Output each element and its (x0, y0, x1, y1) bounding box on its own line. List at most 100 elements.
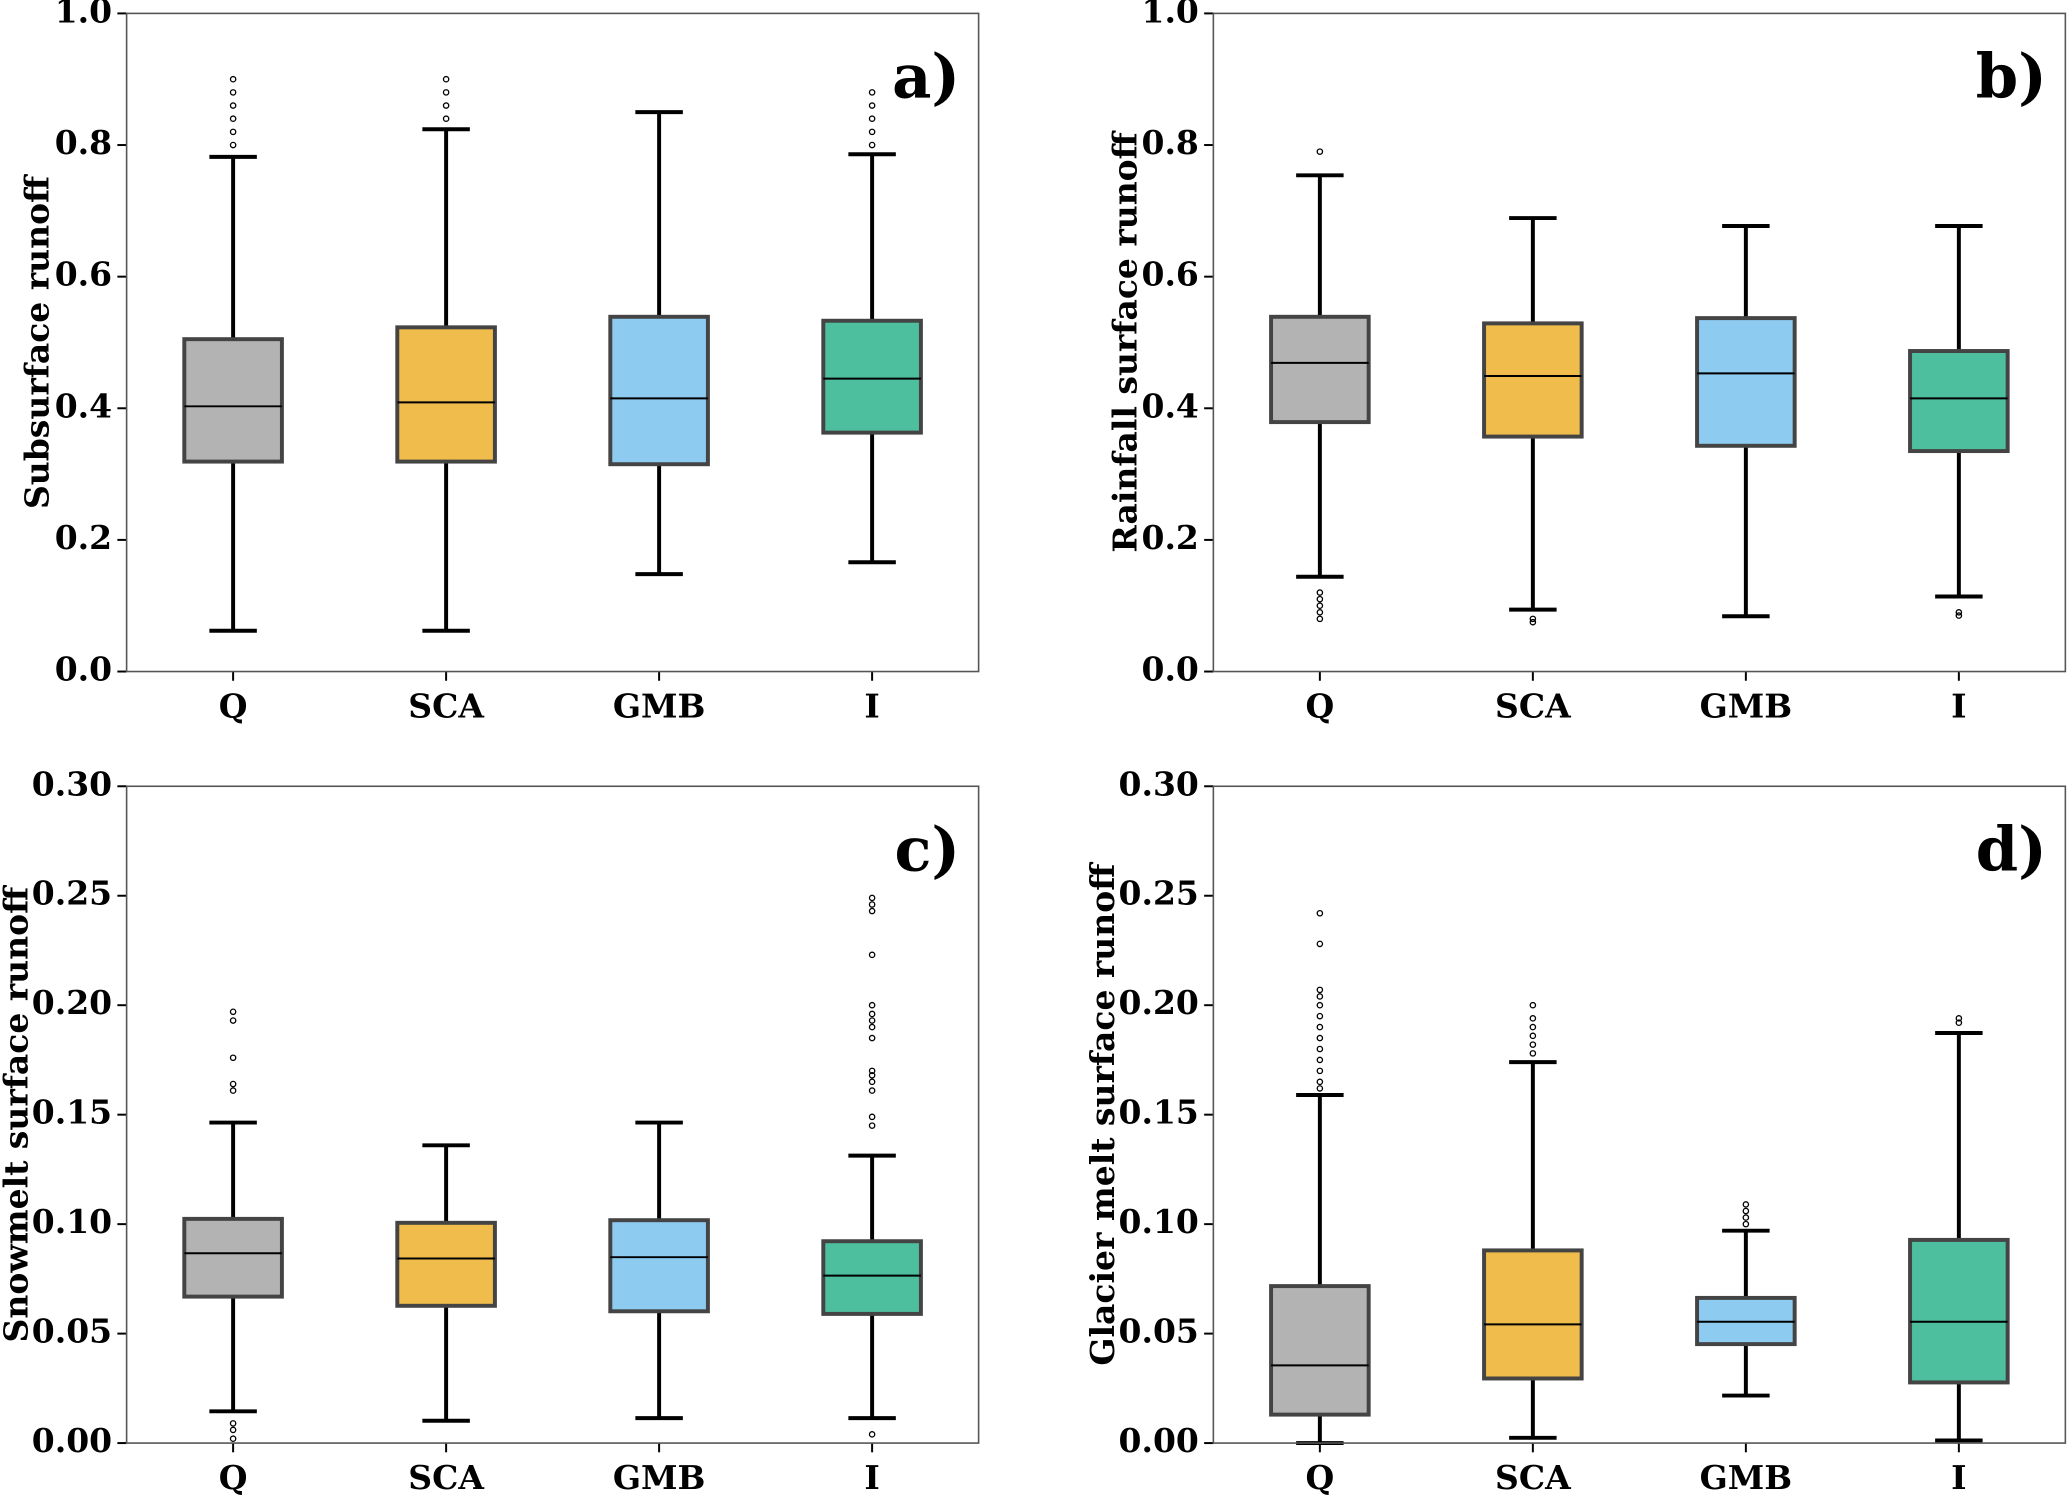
panel-label: a) (892, 41, 960, 112)
outlier (1316, 595, 1324, 603)
outlier (868, 102, 876, 109)
outlier (1316, 1056, 1324, 1064)
outlier (229, 128, 237, 136)
x-tick-label: SCA (408, 686, 484, 725)
y-tick-label: 0.30 (1119, 764, 1199, 803)
y-tick-label: 0.4 (1142, 386, 1199, 425)
axes-frame (125, 785, 980, 1444)
box (821, 1239, 923, 1316)
x-tick-label: GMB (613, 1458, 706, 1497)
outlier (1316, 1067, 1324, 1075)
outlier (229, 1435, 237, 1442)
outlier (1316, 589, 1324, 596)
x-tick-label: GMB (1700, 1458, 1793, 1497)
outlier (868, 1087, 876, 1094)
y-tick-label: 0.0 (55, 650, 112, 689)
y-tick-label: 0.20 (32, 983, 112, 1022)
box (1482, 1248, 1584, 1381)
outlier (1742, 1214, 1750, 1221)
outlier (1316, 940, 1324, 948)
y-tick-label: 0.2 (55, 518, 112, 557)
outlier (1955, 1015, 1963, 1022)
outlier (1316, 1001, 1324, 1009)
outlier (1316, 986, 1324, 994)
panel: 0.00 0.05 0.10 0.15 0.20 0.25 0.30 Q SCA GMB I Snow… (0, 764, 980, 1497)
panel-label: c) (895, 814, 961, 885)
y-tick-label: 0.8 (1142, 123, 1199, 162)
y-tick-label: 0.05 (1119, 1312, 1199, 1351)
outlier (1316, 1023, 1324, 1031)
box (395, 325, 497, 464)
x-tick-label: I (864, 686, 879, 725)
y-tick-label: 0.25 (1119, 874, 1199, 913)
outlier (229, 75, 237, 83)
x-tick-label: Q (219, 1458, 248, 1497)
outlier (229, 1080, 237, 1088)
outlier (229, 1017, 237, 1024)
outlier (229, 102, 237, 109)
outlier (868, 1071, 876, 1079)
outlier (1316, 602, 1324, 610)
outlier (229, 1008, 237, 1016)
outlier (868, 1113, 876, 1121)
outlier (1742, 1220, 1750, 1228)
outlier (1955, 612, 1963, 619)
outlier (868, 1122, 876, 1129)
y-axis-label: Rainfall surface runoff (1106, 130, 1145, 552)
outlier (1529, 1041, 1537, 1048)
box (395, 1220, 497, 1308)
y-tick-label: 0.0 (1142, 650, 1199, 689)
y-tick-label: 0.30 (32, 764, 112, 803)
y-axis-label: Glacier melt surface runoff (1083, 862, 1122, 1366)
axes-frame (125, 12, 980, 673)
outlier (1316, 1085, 1324, 1092)
y-axis-label: Snowmelt surface runoff (0, 885, 35, 1343)
x-tick-label: Q (219, 686, 248, 725)
outlier (442, 75, 450, 83)
x-tick-label: I (1951, 686, 1966, 725)
y-tick-label: 0.25 (32, 874, 112, 913)
outlier (229, 1426, 237, 1434)
outlier (1529, 1032, 1537, 1040)
x-tick-label: SCA (1495, 1458, 1571, 1497)
outlier (1529, 618, 1537, 626)
x-tick-label: I (864, 1458, 879, 1497)
box (1269, 1284, 1371, 1417)
y-tick-label: 0.4 (55, 386, 112, 425)
x-tick-label: SCA (408, 1458, 484, 1497)
x-tick-label: GMB (1700, 686, 1793, 725)
outlier (229, 89, 237, 96)
outlier (868, 951, 876, 959)
y-tick-label: 0.00 (1119, 1421, 1199, 1460)
panel: 0.00 0.05 0.10 0.15 0.20 0.25 0.30 Q SCA GMB I Glac… (1083, 764, 2067, 1497)
y-tick-label: 0.6 (55, 255, 112, 294)
y-tick-label: 0.00 (32, 1421, 112, 1460)
outlier (1529, 615, 1537, 623)
outlier (229, 141, 237, 149)
outlier (1316, 615, 1324, 623)
x-tick-label: Q (1305, 1458, 1334, 1497)
x-tick-label: Q (1305, 686, 1334, 725)
x-tick-label: GMB (613, 686, 706, 725)
y-tick-label: 0.8 (55, 123, 112, 162)
box (182, 1216, 284, 1299)
box (1908, 1237, 2010, 1385)
outlier (868, 1001, 876, 1009)
outlier (1529, 1001, 1537, 1009)
outlier (1316, 1012, 1324, 1020)
box (608, 314, 710, 467)
panel-label: b) (1976, 41, 2047, 112)
outlier (1316, 1034, 1324, 1042)
outlier (442, 115, 450, 123)
outlier (1742, 1207, 1750, 1215)
box (1695, 316, 1797, 448)
box (821, 318, 923, 435)
y-tick-label: 0.10 (1119, 1202, 1199, 1241)
box (1269, 314, 1371, 425)
y-tick-label: 0.10 (32, 1202, 112, 1241)
y-tick-label: 0.05 (32, 1312, 112, 1351)
outlier (1742, 1201, 1750, 1208)
panel-label: d) (1976, 814, 2047, 885)
outlier (1955, 608, 1963, 616)
